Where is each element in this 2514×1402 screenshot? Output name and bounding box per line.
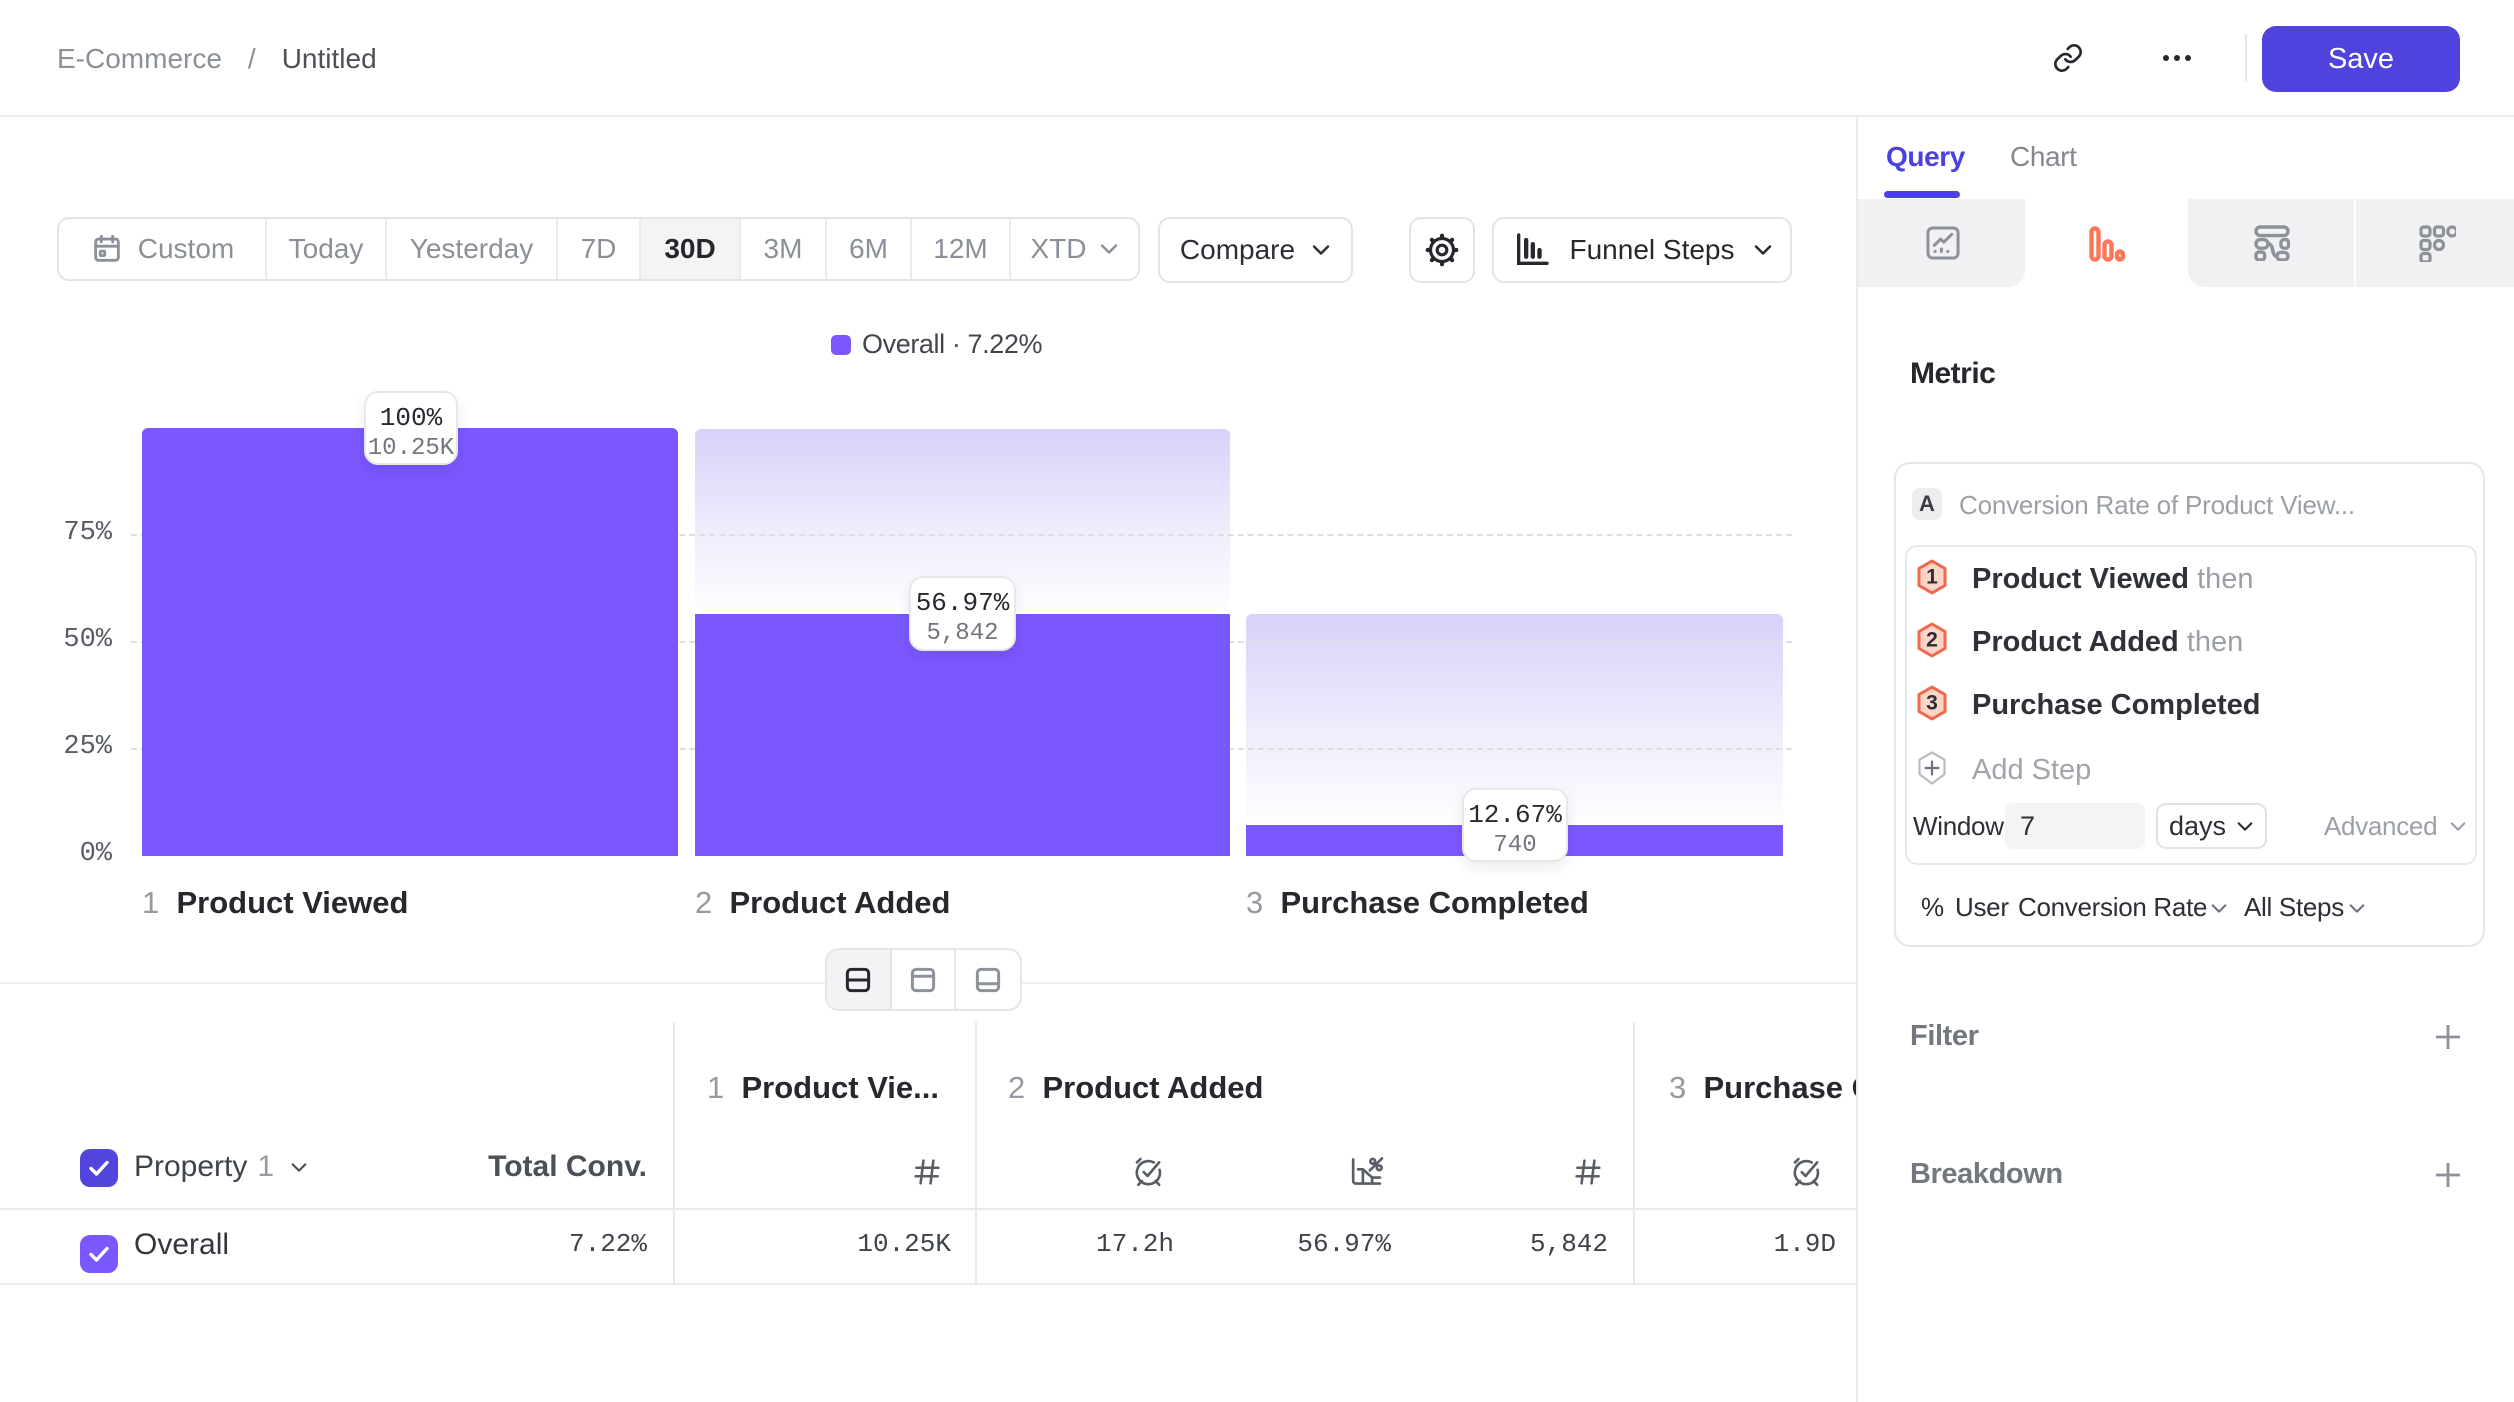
svg-text:2: 2 bbox=[1926, 629, 1938, 652]
svg-text:3: 3 bbox=[1926, 692, 1938, 715]
svg-text:1: 1 bbox=[1926, 566, 1938, 589]
